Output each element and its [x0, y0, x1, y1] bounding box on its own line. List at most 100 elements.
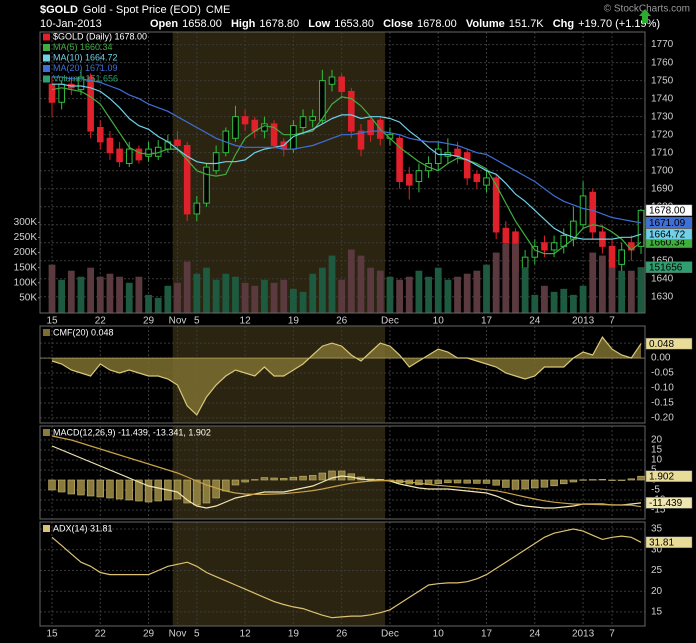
y-tick-label: 1690 [651, 183, 674, 194]
histogram-bar [57, 479, 66, 493]
candle-body [367, 119, 374, 136]
legend-swatch [43, 33, 50, 41]
x-tick-label: 2013 [572, 629, 595, 640]
histogram-bar [318, 472, 327, 481]
histogram-bar [550, 479, 558, 487]
volume-bar [77, 276, 85, 313]
histogram-bar [67, 479, 76, 495]
legend-label: MA(10) 1664.72 [53, 52, 118, 62]
volume-bar [570, 294, 577, 313]
histogram-bar [637, 475, 645, 481]
candle-body [531, 245, 539, 258]
value-tag-label: 1664.72 [649, 229, 686, 240]
value-tag-label: 151656 [649, 262, 683, 273]
x-tick-label: 10 [433, 316, 445, 327]
volume-bar [598, 255, 606, 313]
y-tick-label: 20 [651, 435, 663, 446]
indicator-line [51, 528, 642, 619]
indicator-line [51, 435, 642, 508]
quote-label: Chg [553, 18, 574, 30]
candle-body [203, 166, 210, 204]
histogram-bar [589, 479, 597, 481]
volume-bar [183, 261, 191, 313]
histogram-bar [482, 479, 491, 484]
volume-bar [299, 291, 307, 313]
quote-label: Volume [466, 18, 505, 30]
histogram-bar [289, 476, 298, 481]
volume-bar [608, 267, 616, 313]
volume-bar [415, 270, 423, 313]
y2-tick-label: 200K [14, 247, 38, 258]
histogram-bar [173, 479, 182, 500]
y-tick-label: -0.10 [651, 383, 674, 394]
x-tick-label: 2013 [572, 316, 595, 327]
volume-bar [212, 279, 220, 313]
x-tick-label: 15 [46, 629, 58, 640]
y-tick-label: 0.00 [651, 353, 671, 364]
legend-swatch [43, 65, 50, 72]
legend-swatch [43, 429, 50, 436]
volume-bar [357, 255, 365, 313]
volume-bar [483, 264, 490, 313]
volume-bar [232, 276, 239, 313]
legend-swatch [43, 525, 50, 532]
candle-body [483, 177, 490, 186]
candle-body [135, 148, 143, 161]
volume-bar [386, 276, 394, 313]
histogram-bar [434, 479, 442, 484]
volume-bar [251, 285, 259, 313]
candle-body [541, 242, 548, 251]
date: 10-Jan-2013 [40, 18, 102, 30]
y-tick-label: 1740 [651, 93, 674, 104]
volume-bar [347, 249, 355, 313]
quote-line: Open 1658.00 High 1678.80 Low 1653.80 Close… [150, 18, 660, 30]
volume-bar [502, 243, 510, 313]
value-tag-label: 0.048 [649, 339, 674, 350]
x-tick-label: 12 [240, 629, 252, 640]
volume-bar [96, 276, 104, 313]
y-tick-label: 15 [651, 607, 663, 618]
histogram-bar [521, 479, 529, 490]
x-tick-label: 29 [143, 316, 155, 327]
histogram-bar [48, 479, 56, 491]
value-tag-label: 1671.09 [649, 218, 686, 229]
histogram-bar [154, 479, 162, 502]
volume-bar [318, 267, 326, 313]
candle-body [463, 152, 471, 179]
x-tick-label: 17 [481, 629, 493, 640]
panel-border [39, 425, 646, 520]
candle-body [473, 173, 481, 183]
legend-label: MA(5) 1660.34 [53, 42, 113, 52]
y-tick-label: 1750 [651, 75, 674, 86]
histogram-bar [86, 479, 95, 497]
candle-body [348, 90, 355, 132]
value-tag-label: 1.902 [649, 471, 674, 482]
legend-swatch [43, 329, 50, 336]
histogram-bar [270, 477, 278, 481]
volume-bar [280, 279, 288, 313]
volume-bar [48, 264, 56, 313]
histogram-bar [299, 475, 307, 481]
candle-body [434, 148, 442, 164]
panel-title: ADX(14) 31.81 [53, 523, 113, 533]
x-tick-label: 22 [95, 629, 107, 640]
volume-bar [58, 279, 66, 313]
histogram-bar [251, 479, 259, 481]
histogram-bar [260, 477, 269, 481]
value-tag [645, 497, 693, 509]
candle-body [338, 76, 345, 92]
candle-body [492, 177, 500, 233]
volume-bar [512, 243, 519, 313]
volume-bar [193, 273, 201, 313]
candle-body [589, 191, 597, 233]
histogram-bar [473, 479, 481, 484]
volume-bar [116, 276, 123, 313]
legend-label: $GOLD (Daily) 1678.00 [53, 31, 147, 41]
month-band [172, 426, 386, 519]
x-tick-label: Nov [169, 316, 187, 327]
x-tick-label: 24 [529, 629, 541, 640]
candle-body [608, 245, 616, 269]
x-tick-label: 19 [288, 316, 300, 327]
volume-bar [492, 252, 500, 313]
volume-bar [579, 285, 587, 313]
